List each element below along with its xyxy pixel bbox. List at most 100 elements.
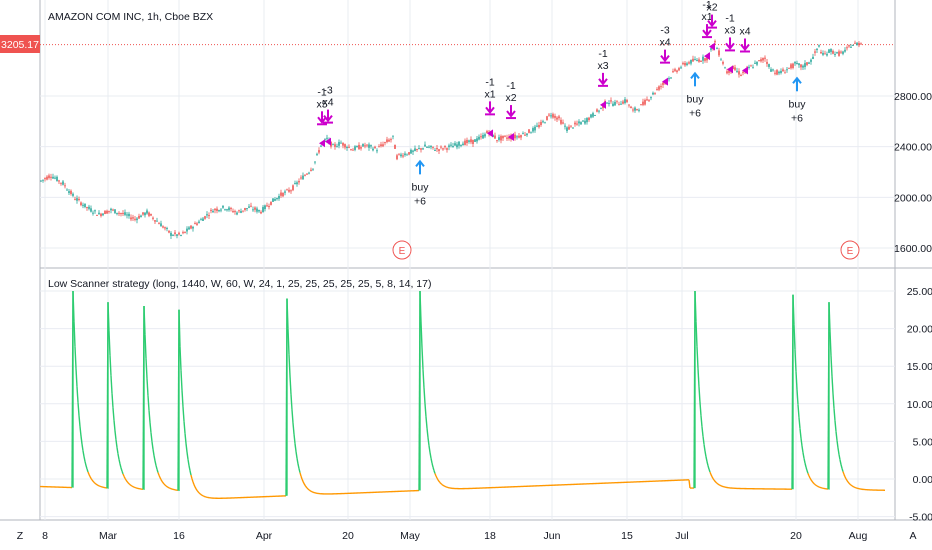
candle-body — [698, 59, 700, 62]
candle-body — [842, 51, 844, 54]
sell-signal[interactable]: -3x4 — [659, 25, 671, 86]
candle-body — [180, 234, 182, 236]
candle-body — [114, 209, 116, 214]
candle-body — [434, 150, 436, 152]
candle-body — [178, 232, 180, 235]
sell-candle-marker — [325, 137, 331, 146]
earnings-marker[interactable]: E — [392, 240, 412, 260]
candle-body — [778, 71, 780, 74]
sell-label: x1 — [701, 11, 712, 23]
candle-body — [46, 176, 48, 180]
sell-signal[interactable]: x4 — [739, 26, 751, 75]
time-tick-label: 20 — [790, 530, 802, 542]
sell-signal[interactable]: -1x2 — [505, 80, 517, 142]
oscillator-segment — [838, 454, 841, 460]
candle-body — [486, 131, 488, 134]
oscillator-segment — [841, 468, 844, 472]
oscillator-segment — [425, 416, 428, 429]
buy-signal[interactable]: buy +6 — [789, 76, 807, 124]
candle-body — [334, 144, 336, 147]
sell-signal[interactable]: -1x1 — [484, 76, 496, 138]
candle-body — [44, 178, 46, 180]
candle-body — [822, 52, 824, 55]
sell-signal[interactable]: -1x5 — [316, 86, 328, 148]
sell-signal[interactable]: -1x1 — [701, 0, 713, 61]
candle-body — [206, 214, 208, 216]
sell-signal[interactable]: -1x3 — [724, 12, 736, 74]
oscillator-segment — [125, 479, 128, 482]
candle-body — [756, 61, 758, 65]
sell-signal[interactable]: -1x3 — [597, 48, 609, 109]
candle-body — [686, 63, 688, 66]
candle-body — [460, 144, 462, 146]
candle-body — [158, 223, 160, 225]
oscillator-segment — [812, 482, 815, 485]
candle-body — [538, 125, 540, 128]
candle-body — [784, 72, 786, 74]
candle-body — [856, 42, 858, 46]
sell-signal[interactable]: -1x2 — [706, 0, 718, 51]
oscillator-segment — [429, 452, 432, 459]
oscillator-segment — [696, 346, 699, 369]
zoom-icon[interactable]: Z — [17, 530, 24, 542]
candle-body — [828, 49, 830, 53]
candle-body — [164, 227, 166, 229]
candle-body — [288, 189, 290, 192]
candle-body — [596, 109, 598, 112]
oscillator-segment — [847, 481, 850, 484]
sell-label: x4 — [659, 37, 670, 49]
candle-body — [154, 220, 156, 222]
oscillator-segment — [808, 475, 811, 479]
oscillator-segment — [196, 489, 199, 493]
oscillator-segment — [115, 439, 118, 448]
oscillator-segment — [797, 404, 800, 418]
oscillator-segment — [815, 484, 818, 487]
candle-body — [674, 69, 676, 71]
sell-signal[interactable]: -3x4 — [322, 85, 334, 146]
oscillator-segment — [145, 358, 148, 379]
oscillator-segment — [161, 480, 164, 484]
oscillator-segment — [706, 461, 709, 466]
candle-body — [832, 50, 834, 54]
candle-body — [226, 209, 228, 211]
buy-signal[interactable]: buy +6 — [412, 159, 430, 207]
candle-body — [840, 51, 842, 53]
candle-body — [646, 99, 648, 101]
oscillator-segment — [434, 473, 437, 477]
candle-body — [412, 150, 414, 152]
auto-scale-icon[interactable]: A — [909, 530, 916, 542]
oscillator-segment — [294, 443, 297, 452]
candle-body — [142, 212, 144, 215]
price-tick-label: 2000.00 — [894, 192, 932, 204]
oscillator-segment — [201, 494, 204, 497]
oscillator-segment — [310, 490, 313, 493]
candle-body — [716, 48, 718, 50]
oscillator-segment — [804, 462, 807, 468]
candle-body — [536, 125, 538, 127]
earnings-marker[interactable]: E — [840, 240, 860, 260]
candle-body — [670, 77, 672, 79]
price-panel[interactable]: -1x5-3x4-1x1-1x2-1x3-3x4-1x1-1x2-1x3x4bu… — [40, 0, 895, 260]
candle-body — [358, 144, 360, 150]
candle-body — [496, 140, 498, 142]
candle-body — [830, 48, 832, 52]
candle-body — [128, 213, 130, 217]
candle-body — [654, 92, 656, 94]
candle-body — [376, 150, 378, 152]
time-tick-label: Jul — [675, 530, 688, 542]
candle-body — [764, 57, 766, 59]
candle-body — [678, 68, 680, 71]
oscillator-panel[interactable] — [39, 290, 886, 499]
candle-body — [40, 180, 42, 182]
oscillator-segment — [708, 468, 711, 473]
oscillator-segment — [89, 476, 92, 479]
candle-body — [768, 64, 770, 67]
candle-body — [414, 148, 416, 152]
candle-body — [780, 70, 782, 73]
candle-body — [216, 208, 218, 211]
oscillator-segment — [438, 480, 441, 484]
oscillator-segment — [79, 426, 82, 437]
buy-signal[interactable]: buy +6 — [687, 71, 705, 119]
candle-body — [574, 122, 576, 125]
